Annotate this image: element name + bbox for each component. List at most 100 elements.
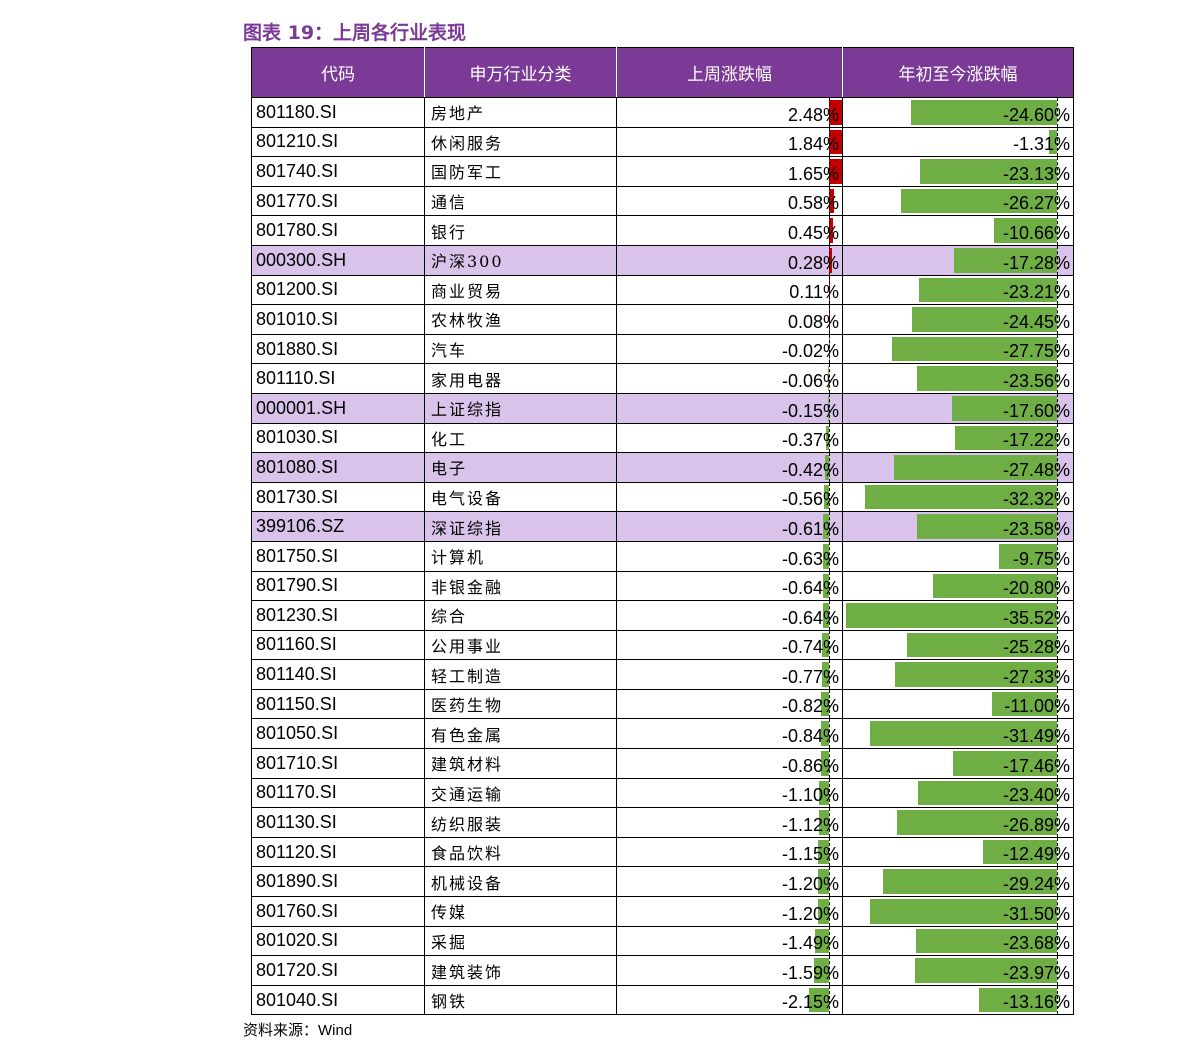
row-week-change-cell: -1.15% bbox=[616, 836, 843, 868]
ytd-zero-axis bbox=[1057, 364, 1058, 393]
ytd-change-bar bbox=[864, 484, 1057, 510]
ytd-zero-axis bbox=[1057, 631, 1058, 659]
ytd-zero-axis bbox=[1057, 246, 1058, 275]
row-week-change-cell: 0.11% bbox=[616, 274, 843, 306]
row-week-change-cell: 0.58% bbox=[616, 185, 843, 217]
row-industry-name: 商业贸易 bbox=[424, 274, 617, 306]
ytd-change-value: -20.80% bbox=[1002, 578, 1070, 599]
table-row: 801150.SI 医药生物 -0.82% -11.00% bbox=[251, 688, 1074, 720]
ytd-change-value: -11.00% bbox=[1004, 696, 1070, 717]
table-row: 801200.SI 商业贸易 0.11% -23.21% bbox=[251, 274, 1074, 306]
ytd-zero-axis bbox=[1057, 719, 1058, 748]
week-zero-axis bbox=[829, 897, 830, 926]
row-ytd-change-cell: -13.16% bbox=[842, 984, 1074, 1016]
row-week-change-cell: -1.12% bbox=[616, 807, 843, 838]
week-zero-axis bbox=[829, 157, 830, 186]
table-row: 801030.SI 化工 -0.37% -17.22% bbox=[251, 422, 1074, 454]
row-ytd-change-cell: -17.28% bbox=[842, 244, 1074, 276]
week-change-bar bbox=[829, 100, 842, 125]
week-change-value: -1.59% bbox=[781, 962, 839, 983]
ytd-change-value: -23.58% bbox=[1002, 518, 1070, 539]
row-code: 801170.SI bbox=[251, 777, 425, 809]
row-week-change-cell: -0.63% bbox=[616, 540, 843, 572]
row-industry-name: 深证综指 bbox=[424, 511, 617, 542]
ytd-change-value: -26.89% bbox=[1002, 814, 1070, 835]
week-change-value: -0.84% bbox=[781, 726, 839, 747]
row-industry-name: 银行 bbox=[424, 215, 617, 246]
row-ytd-change-cell: -11.00% bbox=[842, 688, 1074, 720]
row-code: 801160.SI bbox=[251, 629, 425, 661]
week-zero-axis bbox=[829, 453, 830, 482]
ytd-change-value: -23.56% bbox=[1002, 370, 1070, 391]
row-industry-name: 纺织服装 bbox=[424, 807, 617, 838]
row-week-change-cell: -0.86% bbox=[616, 748, 843, 779]
row-week-change-cell: -1.10% bbox=[616, 777, 843, 809]
week-zero-axis bbox=[829, 719, 830, 748]
row-code: 801210.SI bbox=[251, 126, 425, 158]
week-change-value: -0.37% bbox=[781, 430, 839, 451]
week-zero-axis bbox=[829, 216, 830, 245]
week-change-value: -0.86% bbox=[781, 755, 839, 776]
row-code: 801200.SI bbox=[251, 274, 425, 306]
ytd-zero-axis bbox=[1057, 453, 1058, 482]
row-industry-name: 轻工制造 bbox=[424, 659, 617, 690]
ytd-change-bar bbox=[919, 277, 1057, 303]
ytd-zero-axis bbox=[1057, 98, 1058, 127]
row-week-change-cell: -0.06% bbox=[616, 363, 843, 394]
ytd-change-bar bbox=[883, 869, 1057, 895]
table-row: 801140.SI 轻工制造 -0.77% -27.33% bbox=[251, 659, 1074, 690]
table-title: 图表 19：上周各行业表现 bbox=[243, 22, 467, 44]
table-row: 801080.SI 电子 -0.42% -27.48% bbox=[251, 452, 1074, 483]
week-change-value: 2.48% bbox=[787, 104, 839, 125]
week-change-value: -0.42% bbox=[781, 459, 839, 480]
week-zero-axis bbox=[829, 631, 830, 659]
source-value: Wind bbox=[318, 1022, 353, 1039]
table-row: 801020.SI 采掘 -1.49% -23.68% bbox=[251, 925, 1074, 957]
week-change-value: -0.15% bbox=[781, 400, 839, 421]
ytd-change-value: -31.50% bbox=[1002, 903, 1070, 924]
ytd-zero-axis bbox=[1057, 276, 1058, 304]
row-ytd-change-cell: -32.32% bbox=[842, 481, 1074, 513]
header-row: 代码 申万行业分类 上周涨跌幅 年初至今涨跌幅 bbox=[251, 47, 1074, 98]
row-ytd-change-cell: -23.40% bbox=[842, 777, 1074, 809]
ytd-change-bar bbox=[906, 632, 1057, 658]
row-code: 801150.SI bbox=[251, 688, 425, 720]
week-zero-axis bbox=[829, 571, 830, 600]
row-code: 801770.SI bbox=[251, 185, 425, 217]
row-ytd-change-cell: -24.60% bbox=[842, 97, 1074, 128]
week-zero-axis bbox=[829, 394, 830, 423]
ytd-zero-axis bbox=[1057, 187, 1058, 215]
week-zero-axis bbox=[829, 483, 830, 511]
header-ytd-change: 年初至今涨跌幅 bbox=[842, 47, 1074, 98]
table-row: 801770.SI 通信 0.58% -26.27% bbox=[251, 185, 1074, 217]
week-zero-axis bbox=[829, 246, 830, 275]
table-row: 801010.SI 农林牧渔 0.08% -24.45% bbox=[251, 304, 1074, 335]
table-row: 801050.SI 有色金属 -0.84% -31.49% bbox=[251, 718, 1074, 750]
week-change-bar bbox=[823, 543, 829, 569]
row-week-change-cell: -0.64% bbox=[616, 600, 843, 631]
row-ytd-change-cell: -23.58% bbox=[842, 511, 1074, 542]
row-week-change-cell: 0.45% bbox=[616, 215, 843, 246]
ytd-zero-axis bbox=[1057, 690, 1058, 718]
week-zero-axis bbox=[829, 838, 830, 866]
ytd-change-value: -23.40% bbox=[1002, 785, 1070, 806]
ytd-zero-axis bbox=[1057, 512, 1058, 541]
week-zero-axis bbox=[829, 424, 830, 452]
row-industry-name: 通信 bbox=[424, 185, 617, 217]
ytd-change-value: -24.60% bbox=[1002, 104, 1070, 125]
ytd-change-bar bbox=[952, 395, 1057, 421]
row-ytd-change-cell: -35.52% bbox=[842, 600, 1074, 631]
ytd-change-bar bbox=[910, 100, 1057, 125]
ytd-change-bar bbox=[954, 247, 1057, 273]
ytd-change-bar bbox=[911, 307, 1057, 332]
week-change-bar bbox=[825, 455, 829, 480]
row-code: 801880.SI bbox=[251, 333, 425, 365]
week-change-value: -1.15% bbox=[781, 844, 839, 865]
row-ytd-change-cell: -27.48% bbox=[842, 452, 1074, 483]
row-industry-name: 非银金融 bbox=[424, 570, 617, 602]
row-industry-name: 上证综指 bbox=[424, 392, 617, 424]
ytd-change-bar bbox=[917, 780, 1057, 806]
week-zero-axis bbox=[829, 128, 830, 156]
row-ytd-change-cell: -26.89% bbox=[842, 807, 1074, 838]
ytd-change-bar bbox=[916, 366, 1057, 391]
